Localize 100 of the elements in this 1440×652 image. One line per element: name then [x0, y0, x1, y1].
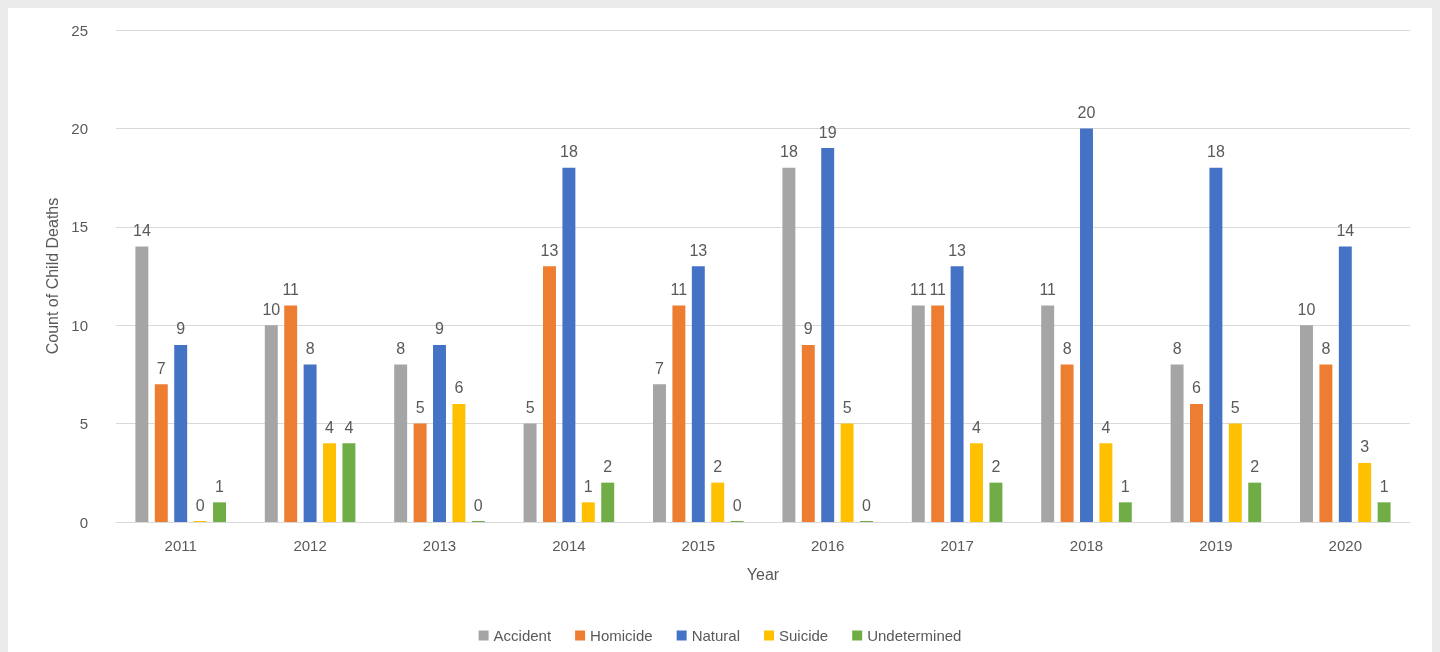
- bar: [154, 384, 168, 522]
- bar: [1080, 128, 1093, 522]
- bar: [394, 364, 408, 522]
- data-label: 8: [305, 340, 315, 358]
- bar: [931, 305, 945, 522]
- bar: [711, 482, 725, 522]
- data-label: 5: [842, 399, 852, 417]
- bar: [691, 266, 705, 522]
- bar: [1190, 403, 1203, 522]
- x-tick-label: 2015: [681, 537, 715, 554]
- data-label: 13: [540, 241, 559, 259]
- x-tick-label: 2018: [1069, 537, 1104, 554]
- y-tick-label: 5: [79, 415, 88, 433]
- legend-label: Natural: [691, 627, 740, 644]
- data-label: 4: [1101, 418, 1111, 436]
- bar: [213, 502, 226, 522]
- bar: [970, 443, 983, 522]
- y-tick-label: 15: [71, 218, 88, 236]
- data-label: 9: [435, 320, 445, 338]
- bar: [1377, 502, 1391, 522]
- data-label: 1: [583, 477, 593, 495]
- data-label: 6: [454, 379, 464, 397]
- data-label: 4: [325, 418, 335, 436]
- data-label: 11: [282, 281, 300, 299]
- bar: [821, 148, 835, 522]
- bar: [543, 266, 556, 522]
- y-axis-title: Count of Child Deaths: [43, 197, 61, 355]
- bar: [1099, 443, 1113, 522]
- bar: [950, 266, 964, 522]
- data-label: 13: [689, 241, 708, 259]
- data-label: 1: [1120, 477, 1130, 495]
- data-label: 5: [415, 399, 425, 417]
- data-label: 7: [156, 359, 166, 377]
- data-label: 2: [1250, 458, 1260, 476]
- x-tick-label: 2014: [552, 537, 586, 554]
- bar: [1170, 364, 1184, 522]
- data-label: 0: [195, 496, 205, 514]
- data-label: 1: [215, 477, 225, 495]
- data-label: 4: [972, 418, 982, 436]
- data-label: 5: [525, 399, 535, 417]
- data-label: 11: [929, 281, 947, 299]
- bar: [601, 482, 615, 522]
- bar: [323, 443, 336, 522]
- data-label: 19: [818, 123, 837, 141]
- bar: [1358, 462, 1372, 522]
- data-label: 0: [862, 496, 872, 514]
- bar: [413, 423, 427, 522]
- bar: [1319, 364, 1333, 522]
- bar: [840, 423, 854, 522]
- data-label: 4: [344, 418, 354, 436]
- bar: [801, 344, 815, 522]
- legend-label: Homicide: [590, 627, 653, 644]
- data-label: 1: [1379, 477, 1389, 495]
- x-tick-label: 2011: [164, 537, 197, 554]
- bar: [989, 482, 1003, 522]
- bar: [1209, 167, 1223, 522]
- bar: [672, 305, 686, 522]
- data-label: 11: [1039, 281, 1057, 299]
- bar: [523, 423, 537, 522]
- data-label: 14: [132, 221, 151, 239]
- data-label: 13: [948, 241, 967, 259]
- data-label: 9: [176, 320, 186, 338]
- data-label: 8: [1321, 340, 1331, 358]
- y-tick-label: 20: [71, 119, 88, 137]
- y-tick-label: 10: [71, 316, 88, 334]
- bar: [342, 443, 356, 522]
- data-label: 18: [1207, 143, 1225, 161]
- data-label: 2: [713, 458, 723, 476]
- x-tick-label: 2016: [811, 537, 845, 554]
- bar: [1060, 364, 1074, 522]
- bar: [433, 344, 446, 522]
- data-label: 2: [603, 458, 613, 476]
- data-label: 10: [262, 300, 281, 318]
- data-label: 18: [560, 143, 578, 161]
- data-label: 11: [670, 281, 688, 299]
- data-label: 5: [1230, 399, 1240, 417]
- x-tick-label: 2013: [422, 537, 457, 554]
- bar: [562, 167, 576, 522]
- bar: [174, 344, 188, 522]
- bar: [303, 364, 317, 522]
- bar: [911, 305, 925, 522]
- bar: [264, 325, 278, 522]
- data-label: 0: [732, 496, 742, 514]
- y-tick-label: 0: [79, 513, 88, 531]
- bar: [653, 384, 666, 522]
- data-label: 0: [473, 496, 483, 514]
- data-label: 18: [779, 143, 798, 161]
- data-label: 6: [1192, 379, 1202, 397]
- bar: [1338, 246, 1352, 522]
- bar: [1118, 502, 1132, 522]
- bar: [284, 305, 298, 522]
- y-tick-label: 25: [71, 21, 88, 39]
- data-label: 8: [1172, 340, 1182, 358]
- legend-label: Suicide: [779, 627, 829, 644]
- legend-label: Undetermined: [867, 627, 962, 644]
- bar: [1228, 423, 1242, 522]
- data-label: 8: [1062, 340, 1072, 358]
- bar: [1248, 482, 1262, 522]
- x-tick-label: 2019: [1199, 537, 1233, 554]
- legend-label: Accident: [493, 627, 552, 644]
